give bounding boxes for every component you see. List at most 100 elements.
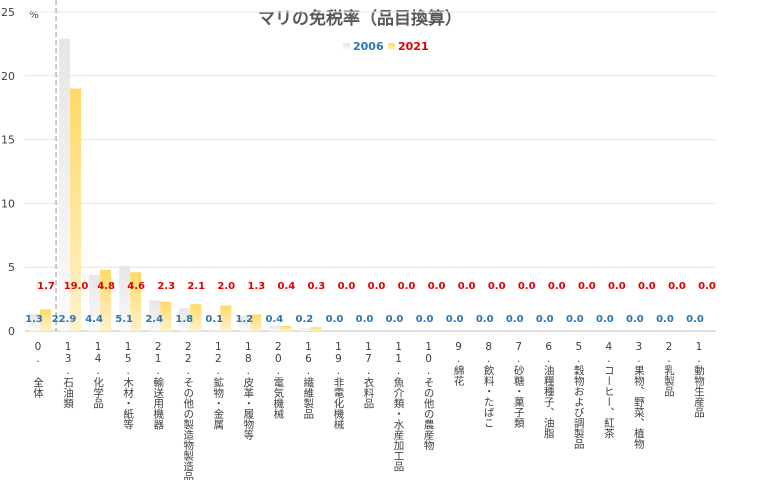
data-label-2006: 0.0: [386, 314, 404, 325]
x-tick-label: 20.電気機械: [272, 341, 284, 420]
data-label-2021: 2.3: [157, 281, 175, 292]
bar-2006-1: [59, 38, 71, 332]
bar-2006-7: [239, 315, 251, 331]
legend-label-2006: 2006: [353, 40, 384, 53]
x-tick-label: 10.その他の農産物: [423, 341, 435, 451]
bars: [29, 38, 322, 332]
data-label-2021: 1.7: [37, 281, 55, 292]
x-tick-label: 0. 全体: [32, 341, 44, 399]
data-label-2006: 1.3: [25, 314, 43, 325]
x-tick-label: 19.非電化機械: [332, 341, 344, 430]
x-tick-label: 9.綿花: [453, 341, 465, 386]
x-tick-label: 21.輸送用機器: [152, 341, 164, 430]
y-tick-label: 15: [1, 134, 15, 147]
bar-2021-7: [250, 314, 262, 331]
data-label-2006: 0.0: [536, 314, 554, 325]
bar-2006-5: [179, 308, 191, 331]
data-label-2021: 0.0: [398, 281, 416, 292]
bar-2006-2: [89, 274, 101, 331]
data-label-2021: 19.0: [64, 281, 89, 292]
data-label-2021: 2.0: [217, 281, 235, 292]
x-tick-label: 15.木材・紙等: [122, 341, 134, 430]
x-tick-label: 12.鉱物・金属: [212, 341, 224, 430]
data-label-2006: 4.4: [85, 314, 103, 325]
chart-title: マリの免税率（品目換算）: [258, 8, 462, 29]
data-label-2006: 0.0: [656, 314, 674, 325]
x-tick-label: 6.油糧種子、油脂: [543, 341, 555, 439]
legend: 2006 2021: [343, 40, 429, 53]
data-label-2021: 0.0: [518, 281, 536, 292]
data-label-2021: 0.0: [368, 281, 386, 292]
x-tick-label: 18.皮革・履物等: [242, 341, 254, 440]
data-label-2021: 0.3: [308, 281, 326, 292]
data-label-2006: 0.2: [296, 314, 314, 325]
y-unit-label: %: [29, 10, 39, 21]
data-label-2006: 0.4: [266, 314, 284, 325]
data-label-2021: 1.3: [247, 281, 265, 292]
data-label-2006: 0.0: [446, 314, 464, 325]
data-label-2021: 0.0: [698, 281, 716, 292]
bar-2021-6: [220, 305, 232, 331]
legend-swatch-2021: [388, 43, 395, 50]
data-label-2021: 0.0: [638, 281, 656, 292]
data-label-2021: 0.0: [548, 281, 566, 292]
x-tick-label: 3.果物、野菜、植物: [633, 341, 645, 450]
x-tick-label: 2.乳製品: [663, 341, 675, 397]
x-tick-label: 7.砂糖・菓子類: [513, 341, 525, 429]
x-axis: 0. 全体 13.石油類 14.化学品 15.木材・紙等 21.輸送用機器 22.その他の…: [32, 341, 705, 480]
gridlines: [25, 0, 716, 332]
data-label-2006: 0.0: [416, 314, 434, 325]
data-label-2006: 0.1: [205, 314, 223, 325]
data-label-2021: 0.0: [668, 281, 686, 292]
y-tick-label: 5: [8, 261, 15, 274]
x-tick-label: 17.衣料品: [363, 341, 375, 409]
x-tick-label: 4.コーヒー、紅茶: [603, 341, 615, 439]
x-tick-label: 8.飲料・たばこ: [483, 341, 495, 428]
data-label-2006: 5.1: [115, 314, 133, 325]
x-tick-label: 1.動物生産品: [693, 341, 705, 418]
data-label-2006: 0.0: [596, 314, 614, 325]
data-label-2006: 22.9: [52, 314, 77, 325]
data-label-2021: 0.0: [578, 281, 596, 292]
bar-2006-0: [29, 314, 41, 331]
legend-swatch-2006: [343, 43, 350, 50]
bar-2021-1: [70, 88, 82, 331]
data-label-2021: 0.0: [428, 281, 446, 292]
data-label-2006: 0.0: [326, 314, 344, 325]
bar-2006-3: [119, 265, 131, 331]
y-axis: 0 5 10 15 20 25: [1, 6, 15, 338]
y-tick-label: 20: [1, 70, 15, 83]
data-label-2006: 0.0: [566, 314, 584, 325]
data-label-2021: 2.1: [187, 281, 205, 292]
x-tick-label: 14.化学品: [92, 341, 104, 409]
x-tick-label: 13.石油類: [62, 341, 74, 409]
bar-2006-9: [299, 328, 311, 331]
data-label-2021: 4.6: [127, 281, 145, 292]
x-tick-label: 22.その他の製造物製造品: [182, 341, 194, 480]
legend-label-2021: 2021: [398, 40, 429, 53]
x-tick-label: 11.魚介類・水産加工品: [393, 341, 405, 472]
data-label-2021: 0.0: [458, 281, 476, 292]
bar-2021-2: [100, 269, 112, 331]
x-tick-label: 5.穀物および調製品: [573, 341, 585, 450]
data-label-2006: 2.4: [145, 314, 163, 325]
bar-2021-3: [130, 272, 142, 331]
data-label-2006: 0.0: [476, 314, 494, 325]
data-label-2006: 0.0: [356, 314, 374, 325]
bar-2021-5: [190, 304, 202, 331]
data-label-2021: 0.0: [338, 281, 356, 292]
data-label-2006: 0.0: [686, 314, 704, 325]
x-tick-label: 16.繊維製品: [302, 341, 314, 420]
bar-2021-9: [310, 327, 322, 331]
data-label-2006: 0.0: [506, 314, 524, 325]
data-label-2021: 0.4: [278, 281, 296, 292]
bar-2021-0: [40, 309, 52, 331]
data-label-2006: 1.2: [235, 314, 253, 325]
data-labels: 1.3 1.7 22.9 19.0 4.4 4.8 5.1 4.6 2.4 2.3 1.8 2.1 0.…: [25, 281, 716, 325]
data-label-2021: 0.0: [608, 281, 626, 292]
bar-2006-8: [269, 325, 281, 331]
y-tick-label: 25: [1, 6, 15, 19]
y-tick-label: 0: [8, 325, 15, 338]
data-label-2006: 0.0: [626, 314, 644, 325]
